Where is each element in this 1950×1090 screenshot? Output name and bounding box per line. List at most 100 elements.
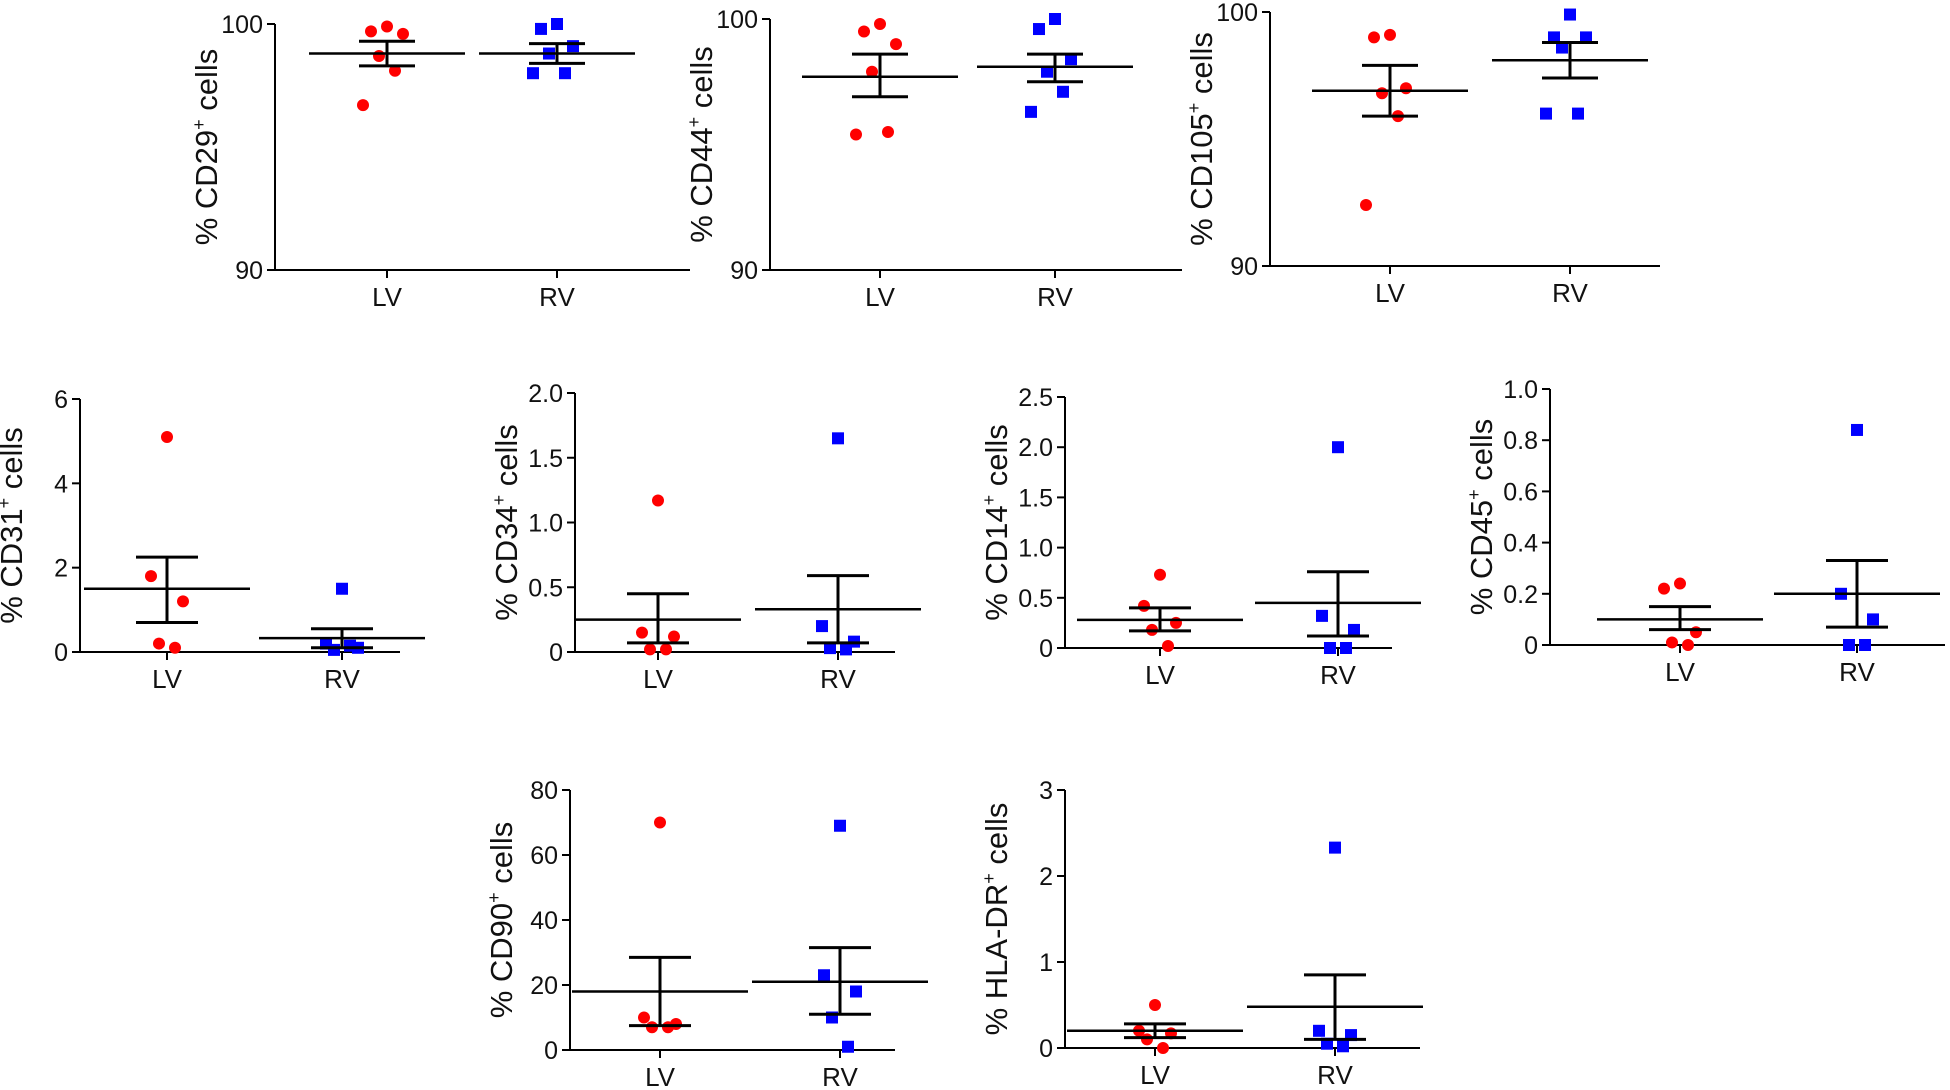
data-point-lv <box>654 816 666 829</box>
x-tick-label-lv: LV <box>152 664 183 694</box>
y-axis-label: % CD31+ cells <box>0 427 29 624</box>
data-point-rv <box>1580 31 1592 44</box>
y-axis-label-suffix: cells <box>979 424 1014 495</box>
x-tick-label-rv: RV <box>1839 657 1875 687</box>
y-axis-label-prefix: % CD90 <box>484 903 519 1018</box>
y-tick-label: 80 <box>530 777 558 805</box>
y-tick-label: 2.5 <box>1018 384 1053 412</box>
panel-cd45: 0 0.2 0.4 0.6 0.8 1.0 LV RV % CD45+ cells <box>1464 376 1945 687</box>
data-point-lv <box>646 1021 658 1034</box>
data-point-lv <box>1690 626 1702 639</box>
data-point-rv <box>527 67 539 80</box>
data-point-rv <box>824 642 836 655</box>
series-rv <box>1255 441 1421 654</box>
series-rv <box>1247 841 1423 1053</box>
series-lv <box>572 816 748 1034</box>
series-lv <box>1077 568 1243 652</box>
data-point-rv <box>1572 107 1584 120</box>
y-tick-label: 0.5 <box>1018 585 1053 613</box>
panel-hla-dr: 0 1 2 3 LV RV % HLA-DR+ cells <box>979 777 1423 1090</box>
series-rv <box>479 18 635 80</box>
data-point-lv <box>668 630 680 643</box>
y-axis-label-sup: + <box>979 873 999 884</box>
data-point-rv <box>816 620 828 633</box>
y-tick-label: 6 <box>54 386 68 414</box>
y-axis-label-sup: + <box>484 892 504 903</box>
y-axis-label: % HLA-DR+ cells <box>979 803 1014 1036</box>
x-tick-label-rv: RV <box>1037 282 1073 312</box>
y-axis-label-sup: + <box>489 495 509 506</box>
series-lv <box>1067 999 1243 1054</box>
data-point-lv <box>850 128 862 141</box>
x-tick-label-lv: LV <box>865 282 896 312</box>
y-tick-label: 90 <box>730 257 758 285</box>
data-point-rv <box>1329 841 1341 854</box>
series-rv <box>977 13 1133 118</box>
y-axis-label-sup: + <box>189 119 209 130</box>
y-tick-label: 100 <box>716 6 758 34</box>
data-point-lv <box>1149 999 1161 1011</box>
data-point-lv <box>882 125 894 138</box>
series-lv <box>1312 28 1468 212</box>
x-tick-label-lv: LV <box>1375 278 1406 308</box>
y-axis-label-sup: + <box>684 117 704 128</box>
y-tick-label: 2 <box>1039 863 1053 891</box>
data-point-lv <box>397 27 409 40</box>
data-point-lv <box>660 643 672 656</box>
data-point-lv <box>357 99 369 112</box>
y-axis-label-suffix: cells <box>189 49 224 120</box>
series-lv <box>1597 577 1763 651</box>
series-lv <box>802 18 958 141</box>
data-point-lv <box>1658 582 1670 595</box>
y-tick-label: 0 <box>549 639 563 667</box>
y-tick-label: 1.5 <box>528 445 563 473</box>
panel-cd31: 0 2 4 6 LV RV % CD31+ cells <box>0 386 425 694</box>
data-point-lv <box>1162 639 1174 652</box>
data-point-rv <box>1859 639 1871 651</box>
data-point-lv <box>1666 636 1678 649</box>
data-point-rv <box>1313 1024 1325 1037</box>
data-point-rv <box>850 985 862 998</box>
y-tick-label: 1.0 <box>1503 376 1538 404</box>
x-tick-label-lv: LV <box>643 664 674 694</box>
data-point-lv <box>644 643 656 656</box>
y-tick-label: 0 <box>544 1037 558 1065</box>
data-point-lv <box>161 430 173 443</box>
data-point-lv <box>389 64 401 77</box>
panel-cd105: 90 100 LV RV % CD105+ cells <box>1184 0 1660 308</box>
x-tick-label-rv: RV <box>820 664 856 694</box>
data-point-rv <box>1548 31 1560 44</box>
data-point-lv <box>1674 577 1686 590</box>
series-rv <box>752 819 928 1053</box>
x-tick-label-lv: LV <box>1145 660 1176 690</box>
y-axis-label-sup: + <box>979 495 999 506</box>
y-axis-label: % CD29+ cells <box>189 49 224 246</box>
panel-cd90: 0 20 40 60 80 LV RV % CD90+ cells <box>484 777 928 1090</box>
data-point-lv <box>1400 82 1412 95</box>
series-rv <box>1774 423 1940 651</box>
data-point-lv <box>890 38 902 51</box>
y-tick-label: 20 <box>530 972 558 1000</box>
y-axis-label: % CD14+ cells <box>979 424 1014 621</box>
x-tick-label-rv: RV <box>1552 278 1588 308</box>
data-point-rv <box>840 643 852 656</box>
data-point-rv <box>1324 642 1336 654</box>
data-point-lv <box>365 25 377 38</box>
y-tick-label: 4 <box>54 470 68 498</box>
series-lv <box>309 20 465 112</box>
data-point-lv <box>638 1011 650 1024</box>
data-point-lv <box>1368 31 1380 44</box>
data-point-rv <box>1843 639 1855 651</box>
y-axis-label: % CD44+ cells <box>684 46 719 243</box>
y-axis-label-prefix: % CD105 <box>1184 113 1219 246</box>
x-tick-label-lv: LV <box>1665 657 1696 687</box>
y-axis-label-prefix: % CD14 <box>979 505 1014 620</box>
data-point-rv <box>1867 613 1879 626</box>
y-tick-label: 100 <box>1216 0 1258 27</box>
data-point-lv <box>1157 1042 1169 1054</box>
y-axis-label-sup: + <box>0 498 14 509</box>
y-tick-label: 0.8 <box>1503 427 1538 455</box>
data-point-lv <box>636 626 648 639</box>
